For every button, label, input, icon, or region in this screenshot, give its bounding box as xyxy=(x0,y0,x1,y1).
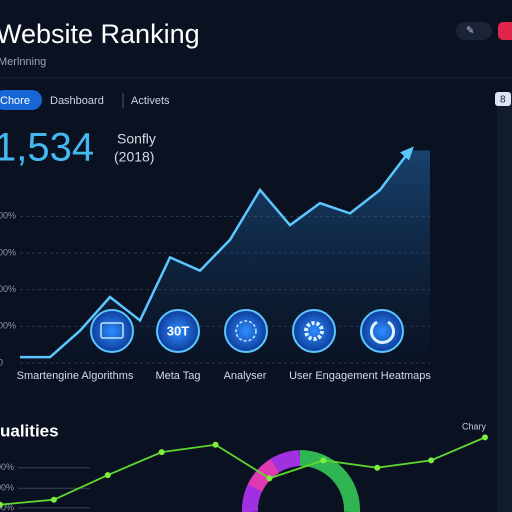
y-tick-label: 0 xyxy=(0,357,3,367)
tool-icon[interactable] xyxy=(156,309,200,353)
y-tick-label: 00% xyxy=(0,211,16,221)
tab[interactable]: Chore xyxy=(0,95,30,107)
icon-glyph xyxy=(370,320,395,344)
close-button[interactable] xyxy=(498,22,512,40)
y-tick-label: 00% xyxy=(0,247,16,257)
section-title: ualities xyxy=(0,421,59,440)
page-subtitle: Merlnning xyxy=(0,56,46,68)
quality-point xyxy=(266,475,273,482)
quality-point xyxy=(482,434,488,441)
y-tick-label: 00% xyxy=(0,284,16,294)
quality-point xyxy=(374,464,381,471)
arrow-head xyxy=(400,146,414,161)
quality-point xyxy=(212,441,219,448)
icon-glyph xyxy=(100,322,124,339)
tool-icon[interactable] xyxy=(224,309,268,353)
tool-label: Meta Tag xyxy=(155,370,200,382)
badge xyxy=(495,92,511,106)
icon-text: 30T xyxy=(167,323,189,338)
quality-point xyxy=(158,449,165,456)
trend-area xyxy=(20,150,430,363)
y-tick-label: 00% xyxy=(0,321,16,331)
edit-icon[interactable]: ✎ xyxy=(466,26,474,37)
y-tick-label: 00% xyxy=(0,483,14,493)
badge-text: 8 xyxy=(500,95,506,106)
quality-line xyxy=(0,436,486,506)
y-tick-label: 00% xyxy=(0,502,14,512)
donut-segment xyxy=(299,450,361,512)
trend-line xyxy=(20,149,411,359)
toolbar[interactable] xyxy=(456,22,492,40)
tab[interactable]: Activets xyxy=(131,95,170,107)
right-panel xyxy=(497,92,512,512)
kpi-value: 1,534 xyxy=(0,126,94,170)
icon-glyph xyxy=(235,320,257,342)
tool-icon[interactable] xyxy=(90,309,134,353)
page-title: Website Ranking xyxy=(0,19,200,49)
kpi-label: Sonfly xyxy=(117,131,156,147)
tool-icon[interactable] xyxy=(292,309,336,353)
tab-active[interactable] xyxy=(0,90,42,110)
tool-icon[interactable] xyxy=(360,309,404,353)
tool-label: Analyser xyxy=(224,370,267,382)
legend-label: Chary xyxy=(462,421,487,431)
quality-point xyxy=(428,457,435,464)
quality-point xyxy=(320,457,327,464)
icon-glyph xyxy=(304,321,324,341)
tool-label: User Engagement Heatmaps xyxy=(289,370,431,382)
tool-label: Smartengine Algorithms xyxy=(17,370,134,382)
quality-point xyxy=(104,472,111,479)
kpi-sublabel: (2018) xyxy=(114,149,154,165)
quality-point xyxy=(0,501,3,508)
quality-point xyxy=(50,496,57,503)
tab[interactable]: Dashboard xyxy=(50,95,104,107)
y-tick-label: 00% xyxy=(0,462,14,472)
